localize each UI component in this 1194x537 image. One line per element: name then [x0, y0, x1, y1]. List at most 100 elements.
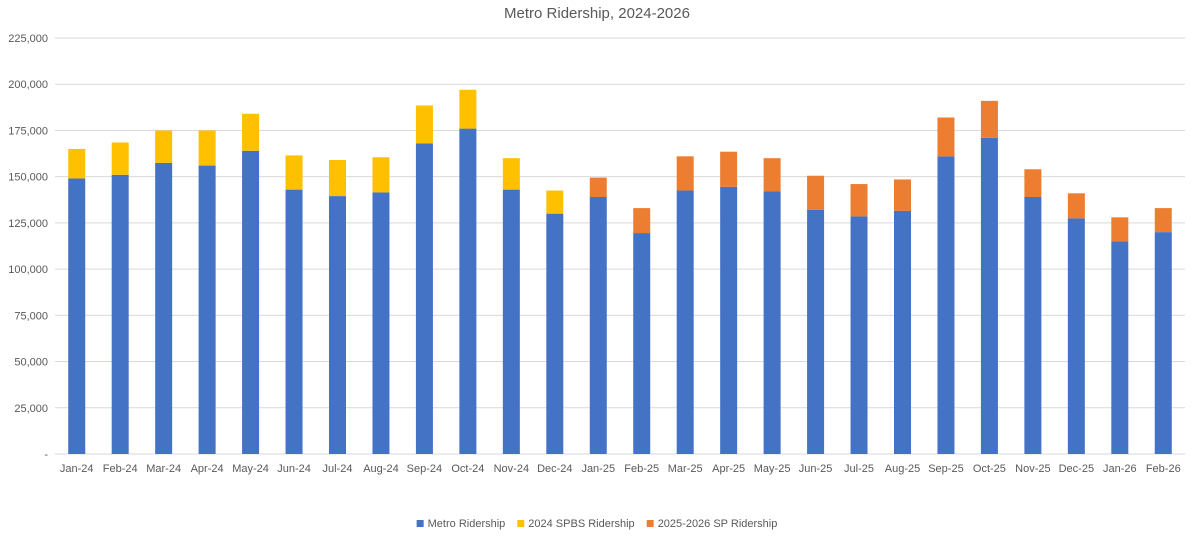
bar-metro-ridership — [329, 196, 346, 454]
x-tick-label: Apr-24 — [191, 463, 224, 475]
bar-2024-spbs-ridership — [459, 89, 477, 129]
bar-metro-ridership — [763, 191, 781, 455]
x-tick-label: Aug-25 — [885, 463, 920, 475]
x-tick-label: Dec-25 — [1059, 463, 1094, 475]
bar-metro-ridership — [1111, 241, 1129, 454]
chart-title: Metro Ridership, 2024-2026 — [504, 5, 690, 22]
legend-swatch — [416, 520, 424, 527]
bar-2024-spbs-ridership — [68, 148, 86, 179]
x-tick-label: Nov-24 — [494, 463, 529, 475]
bar-metro-ridership — [850, 216, 868, 454]
legend-item: 2025-2026 SP Ridership — [646, 518, 778, 530]
bar-metro-ridership — [155, 162, 173, 455]
bar-2024-spbs-ridership — [329, 160, 346, 197]
legend-swatch — [646, 520, 654, 527]
x-axis-ticks: Jan-24 Feb-24 Mar-24 Apr-24 May-24 Jun-24 Jul-… — [60, 463, 1181, 475]
bar-metro-ridership — [589, 197, 607, 454]
x-tick-label: Dec-24 — [537, 463, 572, 475]
x-tick-label: Sep-24 — [407, 463, 442, 475]
bar-2025-2026-sp-ridership — [807, 175, 825, 210]
x-tick-label: Jan-25 — [581, 463, 615, 475]
x-tick-label: Jun-24 — [277, 463, 311, 475]
y-tick-label: 50,000 — [14, 357, 48, 369]
x-tick-label: Jul-25 — [844, 463, 874, 475]
bar-2025-2026-sp-ridership — [1024, 169, 1042, 198]
legend-item: 2024 SPBS Ridership — [517, 518, 635, 530]
x-tick-label: Apr-25 — [712, 463, 745, 475]
bar-2025-2026-sp-ridership — [720, 151, 738, 187]
bar-2025-2026-sp-ridership — [980, 100, 998, 138]
bar-metro-ridership — [1024, 197, 1042, 454]
x-tick-label: Aug-24 — [363, 463, 398, 475]
y-tick-label: 150,000 — [8, 172, 48, 184]
x-tick-label: Jan-24 — [60, 463, 94, 475]
y-tick-label: - — [44, 449, 48, 461]
x-tick-label: Sep-25 — [928, 463, 963, 475]
bar-2025-2026-sp-ridership — [937, 117, 955, 157]
bar-metro-ridership — [415, 143, 433, 455]
bar-metro-ridership — [720, 186, 738, 454]
bar-metro-ridership — [980, 137, 998, 454]
bar-2024-spbs-ridership — [415, 105, 433, 144]
bar-2024-spbs-ridership — [155, 130, 173, 163]
bar-2024-spbs-ridership — [242, 113, 260, 151]
bar-metro-ridership — [937, 156, 955, 454]
bar-metro-ridership — [1154, 232, 1172, 454]
bar-metro-ridership — [502, 189, 520, 454]
bar-2024-spbs-ridership — [198, 130, 216, 166]
bar-2025-2026-sp-ridership — [589, 177, 607, 198]
legend-item: Metro Ridership — [416, 518, 506, 530]
bar-2024-spbs-ridership — [372, 157, 390, 193]
x-tick-label: Feb-26 — [1146, 463, 1181, 475]
bar-2025-2026-sp-ridership — [894, 179, 911, 211]
bar-metro-ridership — [633, 233, 651, 454]
bar-metro-ridership — [546, 213, 564, 454]
bar-metro-ridership — [198, 165, 216, 454]
x-tick-label: May-25 — [754, 463, 791, 475]
x-tick-label: Mar-25 — [668, 463, 703, 475]
x-tick-label: Feb-24 — [103, 463, 138, 475]
bar-2025-2026-sp-ridership — [1154, 208, 1172, 233]
bar-2025-2026-sp-ridership — [1067, 193, 1085, 219]
bar-2025-2026-sp-ridership — [676, 156, 694, 191]
bar-2024-spbs-ridership — [285, 155, 303, 190]
legend-label: 2024 SPBS Ridership — [528, 518, 634, 530]
bar-metro-ridership — [807, 209, 825, 454]
bar-metro-ridership — [894, 210, 911, 454]
y-tick-label: 25,000 — [14, 403, 48, 415]
x-tick-label: Feb-25 — [624, 463, 659, 475]
bar-metro-ridership — [285, 189, 303, 454]
y-tick-label: 200,000 — [8, 79, 48, 91]
legend: Metro Ridership 2024 SPBS Ridership 2025-2… — [416, 518, 778, 530]
bar-metro-ridership — [676, 190, 694, 455]
x-tick-label: Nov-25 — [1015, 463, 1050, 475]
bar-2024-spbs-ridership — [111, 142, 129, 175]
y-axis-ticks: - 25,000 50,000 75,000 100,000 125,000 150,000… — [8, 33, 48, 461]
legend-label: Metro Ridership — [428, 518, 506, 530]
bars — [68, 89, 1172, 455]
bar-2025-2026-sp-ridership — [850, 184, 868, 217]
y-tick-label: 225,000 — [8, 33, 48, 45]
gridlines — [55, 37, 1185, 455]
y-tick-label: 175,000 — [8, 125, 48, 137]
x-tick-label: Mar-24 — [146, 463, 181, 475]
x-tick-label: Oct-24 — [451, 463, 484, 475]
bar-metro-ridership — [68, 178, 86, 454]
bar-metro-ridership — [111, 174, 129, 454]
bar-2025-2026-sp-ridership — [633, 208, 651, 234]
bar-metro-ridership — [1067, 218, 1085, 454]
y-tick-label: 75,000 — [14, 310, 48, 322]
bar-2024-spbs-ridership — [502, 158, 520, 190]
bar-metro-ridership — [242, 150, 260, 454]
legend-label: 2025-2026 SP Ridership — [658, 518, 778, 530]
bar-2025-2026-sp-ridership — [1111, 217, 1129, 242]
bar-2025-2026-sp-ridership — [763, 158, 781, 192]
x-tick-label: Oct-25 — [973, 463, 1006, 475]
x-tick-label: Jan-26 — [1103, 463, 1137, 475]
bar-metro-ridership — [372, 192, 390, 455]
y-tick-label: 100,000 — [8, 264, 48, 276]
x-tick-label: May-24 — [232, 463, 269, 475]
legend-swatch — [517, 520, 525, 527]
